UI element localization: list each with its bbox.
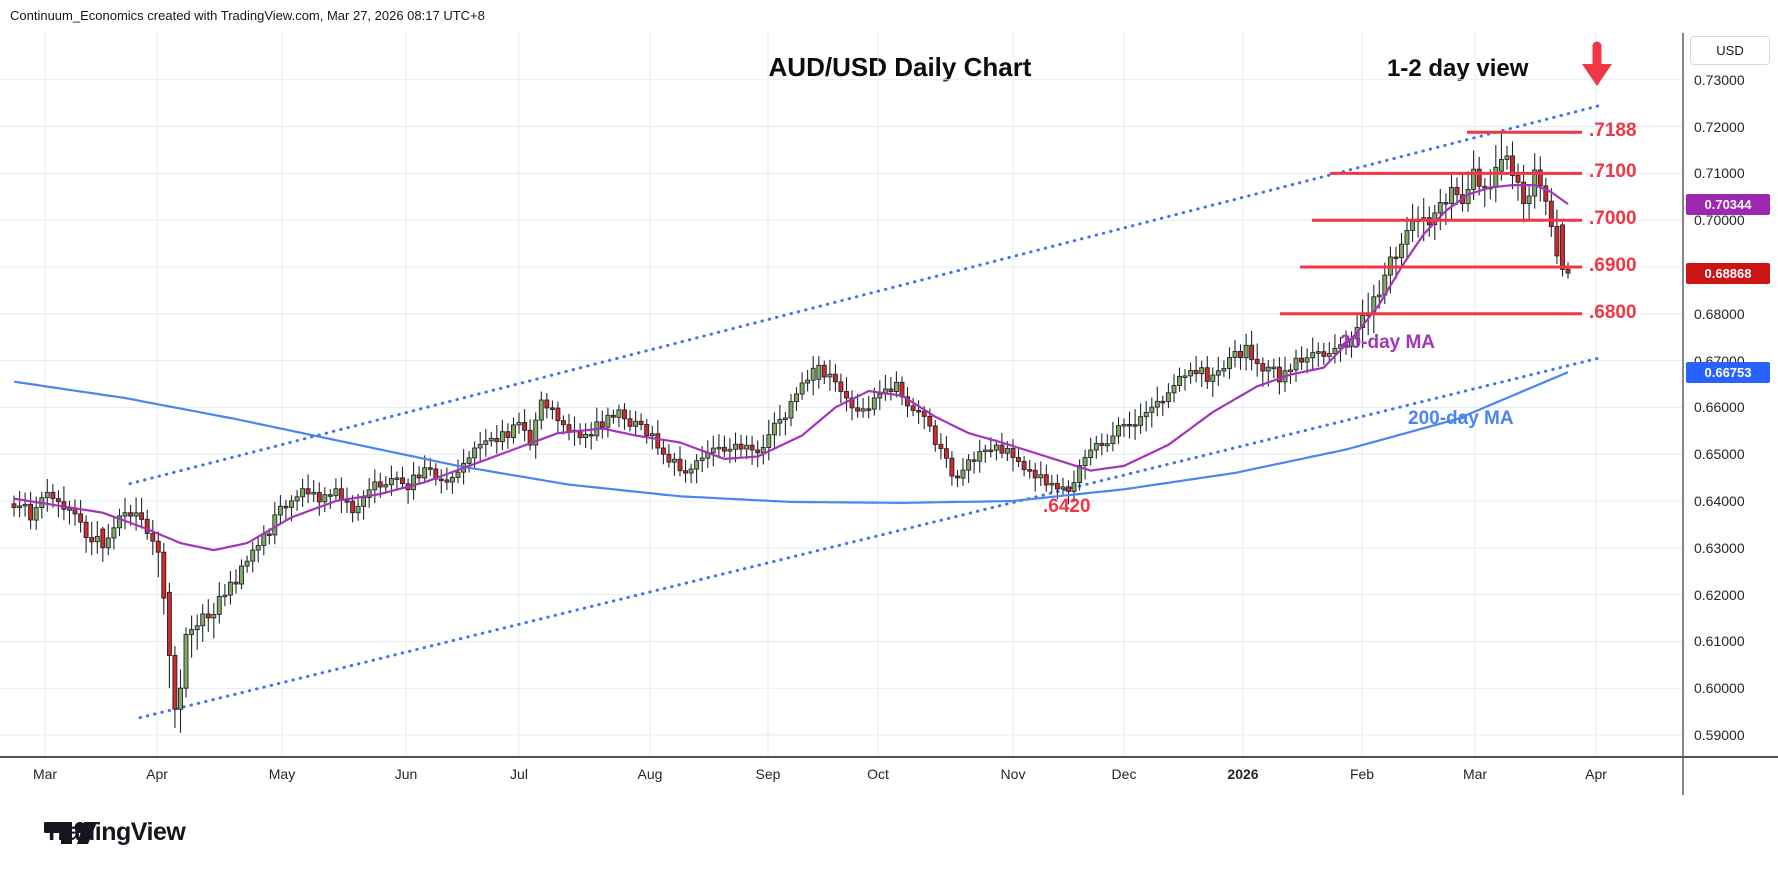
time-axis-label: Sep — [755, 766, 781, 782]
currency-box[interactable]: USD — [1690, 36, 1770, 65]
price-tick-label: 0.64000 — [1694, 493, 1745, 509]
ma20-line[interactable] — [13, 184, 1569, 552]
tradingview-logo-icon — [44, 822, 97, 844]
time-axis-label: Jul — [510, 766, 528, 782]
level-label-6900: .6900 — [1589, 255, 1637, 276]
tradingview-logo: TradingView — [44, 818, 186, 847]
price-tick-label: 0.60000 — [1694, 680, 1745, 697]
time-axis-label: Mar — [1462, 766, 1488, 782]
time-axis-label: Dec — [1111, 766, 1137, 782]
level-label-6800: .6800 — [1589, 301, 1637, 323]
price-tick-label: 0.72000 — [1694, 118, 1745, 135]
time-axis-label: Feb — [1349, 766, 1375, 782]
channel-trendline[interactable] — [138, 356, 1602, 720]
price-tick-label: 0.62000 — [1694, 586, 1745, 603]
time-axis-label: Oct — [867, 766, 889, 782]
level-label-7000: .7000 — [1589, 208, 1637, 230]
price-tick-label: 0.73000 — [1694, 71, 1745, 88]
price-tick-label: 0.68000 — [1694, 305, 1745, 322]
chart-title: AUD/USD Daily Chart — [768, 52, 1032, 82]
level-label-7188: .7188 — [1589, 120, 1637, 142]
price-tick-label: 0.66000 — [1694, 399, 1745, 416]
channel-trendline[interactable] — [128, 104, 1602, 486]
candles-layer — [11, 132, 1571, 733]
time-axis-label: May — [268, 766, 296, 782]
level-label-6420: .6420 — [1043, 496, 1091, 517]
price-tick-label: 0.65000 — [1694, 446, 1745, 463]
price-tick-label: 0.59000 — [1694, 727, 1745, 743]
price-badge-last-price: 0.68868 — [1686, 262, 1770, 284]
price-tick-label: 0.61000 — [1694, 633, 1745, 650]
time-axis-label: Nov — [1000, 766, 1026, 782]
down-arrow-icon — [1582, 41, 1612, 86]
time-axis-label: 2026 — [1227, 766, 1259, 782]
attribution-text: Continuum_Economics created with Trading… — [10, 8, 485, 23]
ma200-line[interactable] — [13, 371, 1569, 505]
ma200-label: 200-day MA — [1408, 408, 1514, 429]
view-note-label: 1-2 day view — [1387, 55, 1529, 82]
price-tick-label: 0.71000 — [1694, 165, 1745, 182]
price-tick-label: 0.63000 — [1694, 539, 1745, 556]
price-badge-20-day-MA-current-value: 0.70344 — [1686, 193, 1770, 215]
time-axis-label: Aug — [637, 766, 663, 782]
time-axis-label: Apr — [1585, 766, 1607, 782]
price-tick-label: 0.70000 — [1694, 212, 1745, 229]
ma20-label: 20-day MA — [1340, 332, 1436, 353]
time-axis-label: Apr — [146, 766, 168, 782]
time-axis-label: Mar — [32, 766, 58, 782]
time-axis-label: Jun — [394, 766, 418, 782]
price-badge-200-day-MA-current-value: 0.66753 — [1686, 361, 1770, 383]
level-label-7100: .7100 — [1589, 161, 1637, 183]
